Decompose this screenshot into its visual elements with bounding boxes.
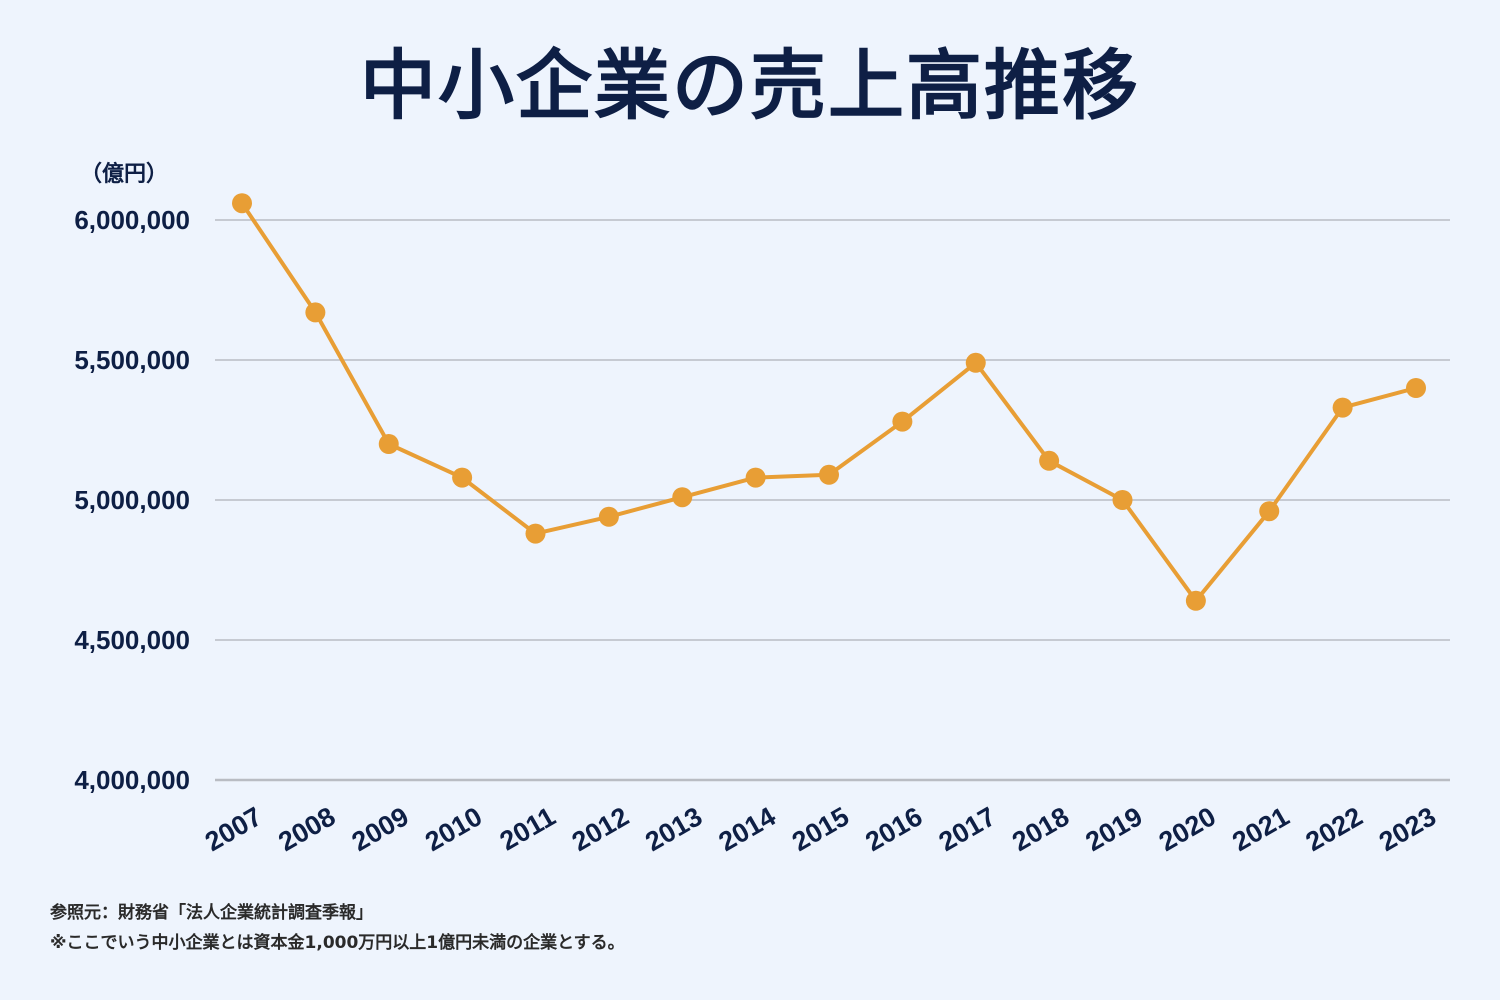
- footer: 参照元：財務省「法人企業統計調査季報」 ※ここでいう中小企業とは資本金1,000…: [50, 898, 625, 958]
- data-point: [378, 434, 399, 454]
- grid-lines: [215, 219, 1450, 782]
- data-point: [598, 506, 619, 527]
- x-tick-label: 2015: [787, 801, 854, 857]
- series-line: [240, 202, 1417, 603]
- x-tick-label: 2010: [420, 801, 487, 857]
- data-point: [892, 411, 913, 432]
- y-tick-label: 6,000,000: [74, 205, 190, 235]
- data-point: [305, 302, 326, 323]
- definition-note: ※ここでいう中小企業とは資本金1,000万円以上1億円未満の企業とする。: [50, 933, 625, 953]
- data-point: [525, 523, 546, 544]
- y-axis-unit-label: （億円）: [80, 162, 169, 187]
- data-point: [232, 193, 252, 214]
- x-tick-label: 2007: [200, 801, 267, 857]
- data-point: [965, 352, 986, 373]
- x-tick-label: 2014: [714, 801, 781, 857]
- x-tick-label: 2018: [1007, 801, 1074, 857]
- x-tick-label: 2023: [1374, 801, 1441, 857]
- data-point: [1112, 490, 1133, 510]
- x-tick-label: 2022: [1301, 801, 1368, 857]
- x-tick-label: 2012: [567, 801, 634, 857]
- y-tick-label: 4,000,000: [74, 765, 190, 795]
- x-tick-label: 2017: [934, 801, 1001, 857]
- data-point: [1332, 397, 1353, 418]
- data-point: [1259, 501, 1280, 522]
- x-tick-label: 2013: [640, 801, 707, 857]
- data-point: [819, 464, 839, 485]
- x-tick-label: 2016: [860, 801, 927, 857]
- x-tick-label: 2021: [1227, 801, 1294, 857]
- y-tick-label: 4,500,000: [74, 625, 190, 655]
- x-tick-label: 2011: [495, 801, 561, 856]
- data-point: [1039, 450, 1060, 471]
- y-tick-label: 5,500,000: [74, 345, 190, 375]
- x-tick-label: 2008: [273, 801, 340, 857]
- x-tick-label: 2019: [1080, 801, 1147, 857]
- data-point: [745, 467, 766, 488]
- data-point: [1185, 590, 1206, 611]
- data-point: [452, 467, 473, 488]
- x-tick-label: 2020: [1154, 801, 1221, 857]
- source-note: 参照元：財務省「法人企業統計調査季報」: [50, 903, 373, 923]
- y-axis-ticks: 4,000,000 4,500,000 5,000,000 5,500,000 6,00…: [74, 205, 190, 795]
- y-tick-label: 5,000,000: [74, 485, 190, 515]
- data-points: [232, 193, 1426, 611]
- chart-title: 中小企業の売上高推移: [360, 41, 1140, 130]
- x-axis-ticks: 2007 2008 2009 2010 2011 2012 2013 2014 2015 2016…: [200, 801, 1441, 857]
- x-tick-label: 2009: [347, 801, 414, 857]
- data-point: [672, 487, 693, 508]
- data-point: [1406, 378, 1426, 398]
